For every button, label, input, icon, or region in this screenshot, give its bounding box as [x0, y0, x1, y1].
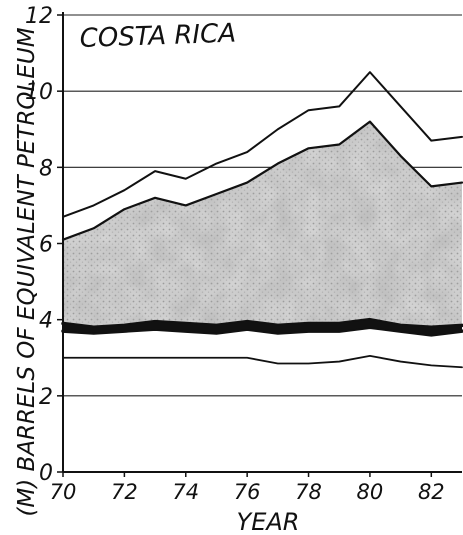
y-tick-label-8: 8	[39, 156, 53, 181]
series-line-4	[61, 325, 463, 337]
x-tick-label-74: 74	[172, 480, 199, 504]
y-axis-label: (M) BARRELS OF EQUIVALENT PETROLEUM	[14, 27, 40, 516]
x-axis-label: YEAR	[237, 508, 300, 535]
series-band-fill	[63, 319, 462, 335]
y-tick-label-0: 0	[39, 461, 53, 486]
tick-labels: 0 2 4 6 8 10 12 70 72 74 76 78 80 82	[25, 4, 445, 504]
x-tick-label-78: 78	[295, 480, 322, 504]
x-tick-label-80: 80	[357, 480, 384, 504]
x-tick-label-72: 72	[111, 480, 138, 504]
y-tick-label-2: 2	[39, 385, 53, 410]
series-lines	[61, 71, 463, 369]
x-tick-label-76: 76	[234, 480, 261, 504]
series-line-2	[61, 120, 463, 241]
x-tick-label-82: 82	[418, 480, 445, 504]
y-tick-label-4: 4	[39, 309, 53, 334]
x-tick-label-70: 70	[50, 480, 77, 504]
axes	[57, 12, 462, 477]
shaded-band	[63, 121, 462, 335]
series-line-5	[62, 354, 463, 369]
y-tick-label-12: 12	[25, 4, 53, 29]
shaded-area-texture	[63, 121, 462, 335]
chart-title: COSTA RICA	[79, 19, 236, 54]
y-tick-label-10: 10	[25, 80, 53, 105]
y-tick-label-6: 6	[39, 233, 53, 258]
series-line-1	[62, 71, 463, 218]
